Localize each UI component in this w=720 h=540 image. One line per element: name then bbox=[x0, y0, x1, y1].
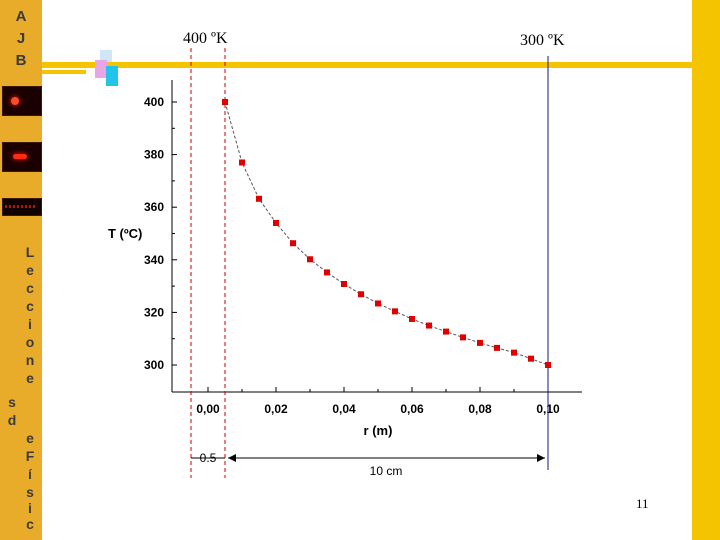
vertical-title-char: e bbox=[26, 262, 34, 278]
data-point bbox=[239, 159, 245, 166]
data-point bbox=[409, 315, 415, 322]
top-divider-short bbox=[42, 70, 86, 74]
y-tick-label: 400 bbox=[144, 95, 164, 109]
vertical-title-char: i bbox=[28, 316, 32, 332]
data-point bbox=[494, 344, 500, 351]
right-accent-bar bbox=[692, 0, 720, 540]
data-point bbox=[290, 240, 296, 247]
y-tick-label: 340 bbox=[144, 253, 164, 267]
thumbnail-image-glow bbox=[2, 142, 42, 172]
vertical-title-char: e bbox=[26, 370, 34, 386]
small-gap-label: 0.5 bbox=[200, 451, 217, 465]
x-tick-label: 0,00 bbox=[196, 402, 220, 416]
decorative-square-pink bbox=[95, 60, 107, 78]
decorative-square-cyan bbox=[106, 66, 118, 86]
right-temperature-label: 300 ºK bbox=[520, 32, 565, 49]
data-point bbox=[273, 219, 279, 226]
y-axis-label: T (ºC) bbox=[108, 226, 142, 241]
data-point bbox=[443, 328, 449, 335]
sidebar: A J B L e c c i o n e s d e F í s i c bbox=[0, 0, 42, 540]
data-point bbox=[375, 300, 381, 307]
logo-letter: A bbox=[15, 8, 27, 25]
vertical-title-char: i bbox=[28, 500, 32, 516]
data-point bbox=[460, 334, 466, 341]
x-tick-label: 0,06 bbox=[400, 402, 424, 416]
vertical-title-char: d bbox=[7, 412, 17, 428]
data-point bbox=[256, 195, 262, 202]
data-point bbox=[426, 322, 432, 329]
logo-letter: J bbox=[16, 30, 26, 47]
y-tick-label: 380 bbox=[144, 148, 164, 162]
top-divider bbox=[42, 62, 692, 68]
thumbnail-image-laser bbox=[2, 86, 42, 116]
data-point bbox=[511, 349, 517, 356]
thumbnail-image-fringes bbox=[2, 198, 42, 216]
vertical-title-char: s bbox=[8, 394, 16, 410]
vertical-title-char: o bbox=[25, 334, 35, 350]
data-point bbox=[477, 339, 483, 346]
vertical-title-char: c bbox=[26, 298, 34, 314]
data-point bbox=[528, 355, 534, 362]
vertical-title-char: c bbox=[26, 516, 34, 532]
data-point bbox=[392, 308, 398, 315]
data-point bbox=[324, 269, 330, 276]
distance-arrow-right bbox=[537, 454, 545, 462]
x-tick-label: 0,04 bbox=[332, 402, 356, 416]
fit-curve bbox=[224, 101, 549, 366]
y-tick-label: 360 bbox=[144, 200, 164, 214]
vertical-title-char: L bbox=[25, 244, 35, 260]
vertical-title-char: s bbox=[26, 484, 34, 500]
y-tick-label: 300 bbox=[144, 358, 164, 372]
data-point bbox=[358, 291, 364, 298]
page-number: 11 bbox=[636, 496, 649, 511]
logo-letter: B bbox=[15, 52, 27, 69]
data-point bbox=[307, 256, 313, 263]
x-tick-label: 0,08 bbox=[468, 402, 492, 416]
vertical-title-char: n bbox=[25, 352, 35, 368]
left-temperature-label: 400 ºK bbox=[183, 30, 228, 47]
y-tick-label: 320 bbox=[144, 305, 164, 319]
decorative-square-blue bbox=[100, 50, 112, 62]
vertical-title-char: F bbox=[25, 448, 35, 464]
distance-arrow-left bbox=[228, 454, 236, 462]
data-point bbox=[545, 362, 551, 368]
data-point bbox=[222, 99, 228, 105]
vertical-title-char: e bbox=[26, 430, 34, 446]
x-axis-label: r (m) bbox=[364, 423, 393, 438]
data-point bbox=[341, 280, 347, 287]
vertical-title-char: c bbox=[26, 280, 34, 296]
vertical-title-char: í bbox=[28, 466, 32, 482]
x-tick-label: 0,02 bbox=[264, 402, 288, 416]
distance-label: 10 cm bbox=[370, 464, 403, 478]
